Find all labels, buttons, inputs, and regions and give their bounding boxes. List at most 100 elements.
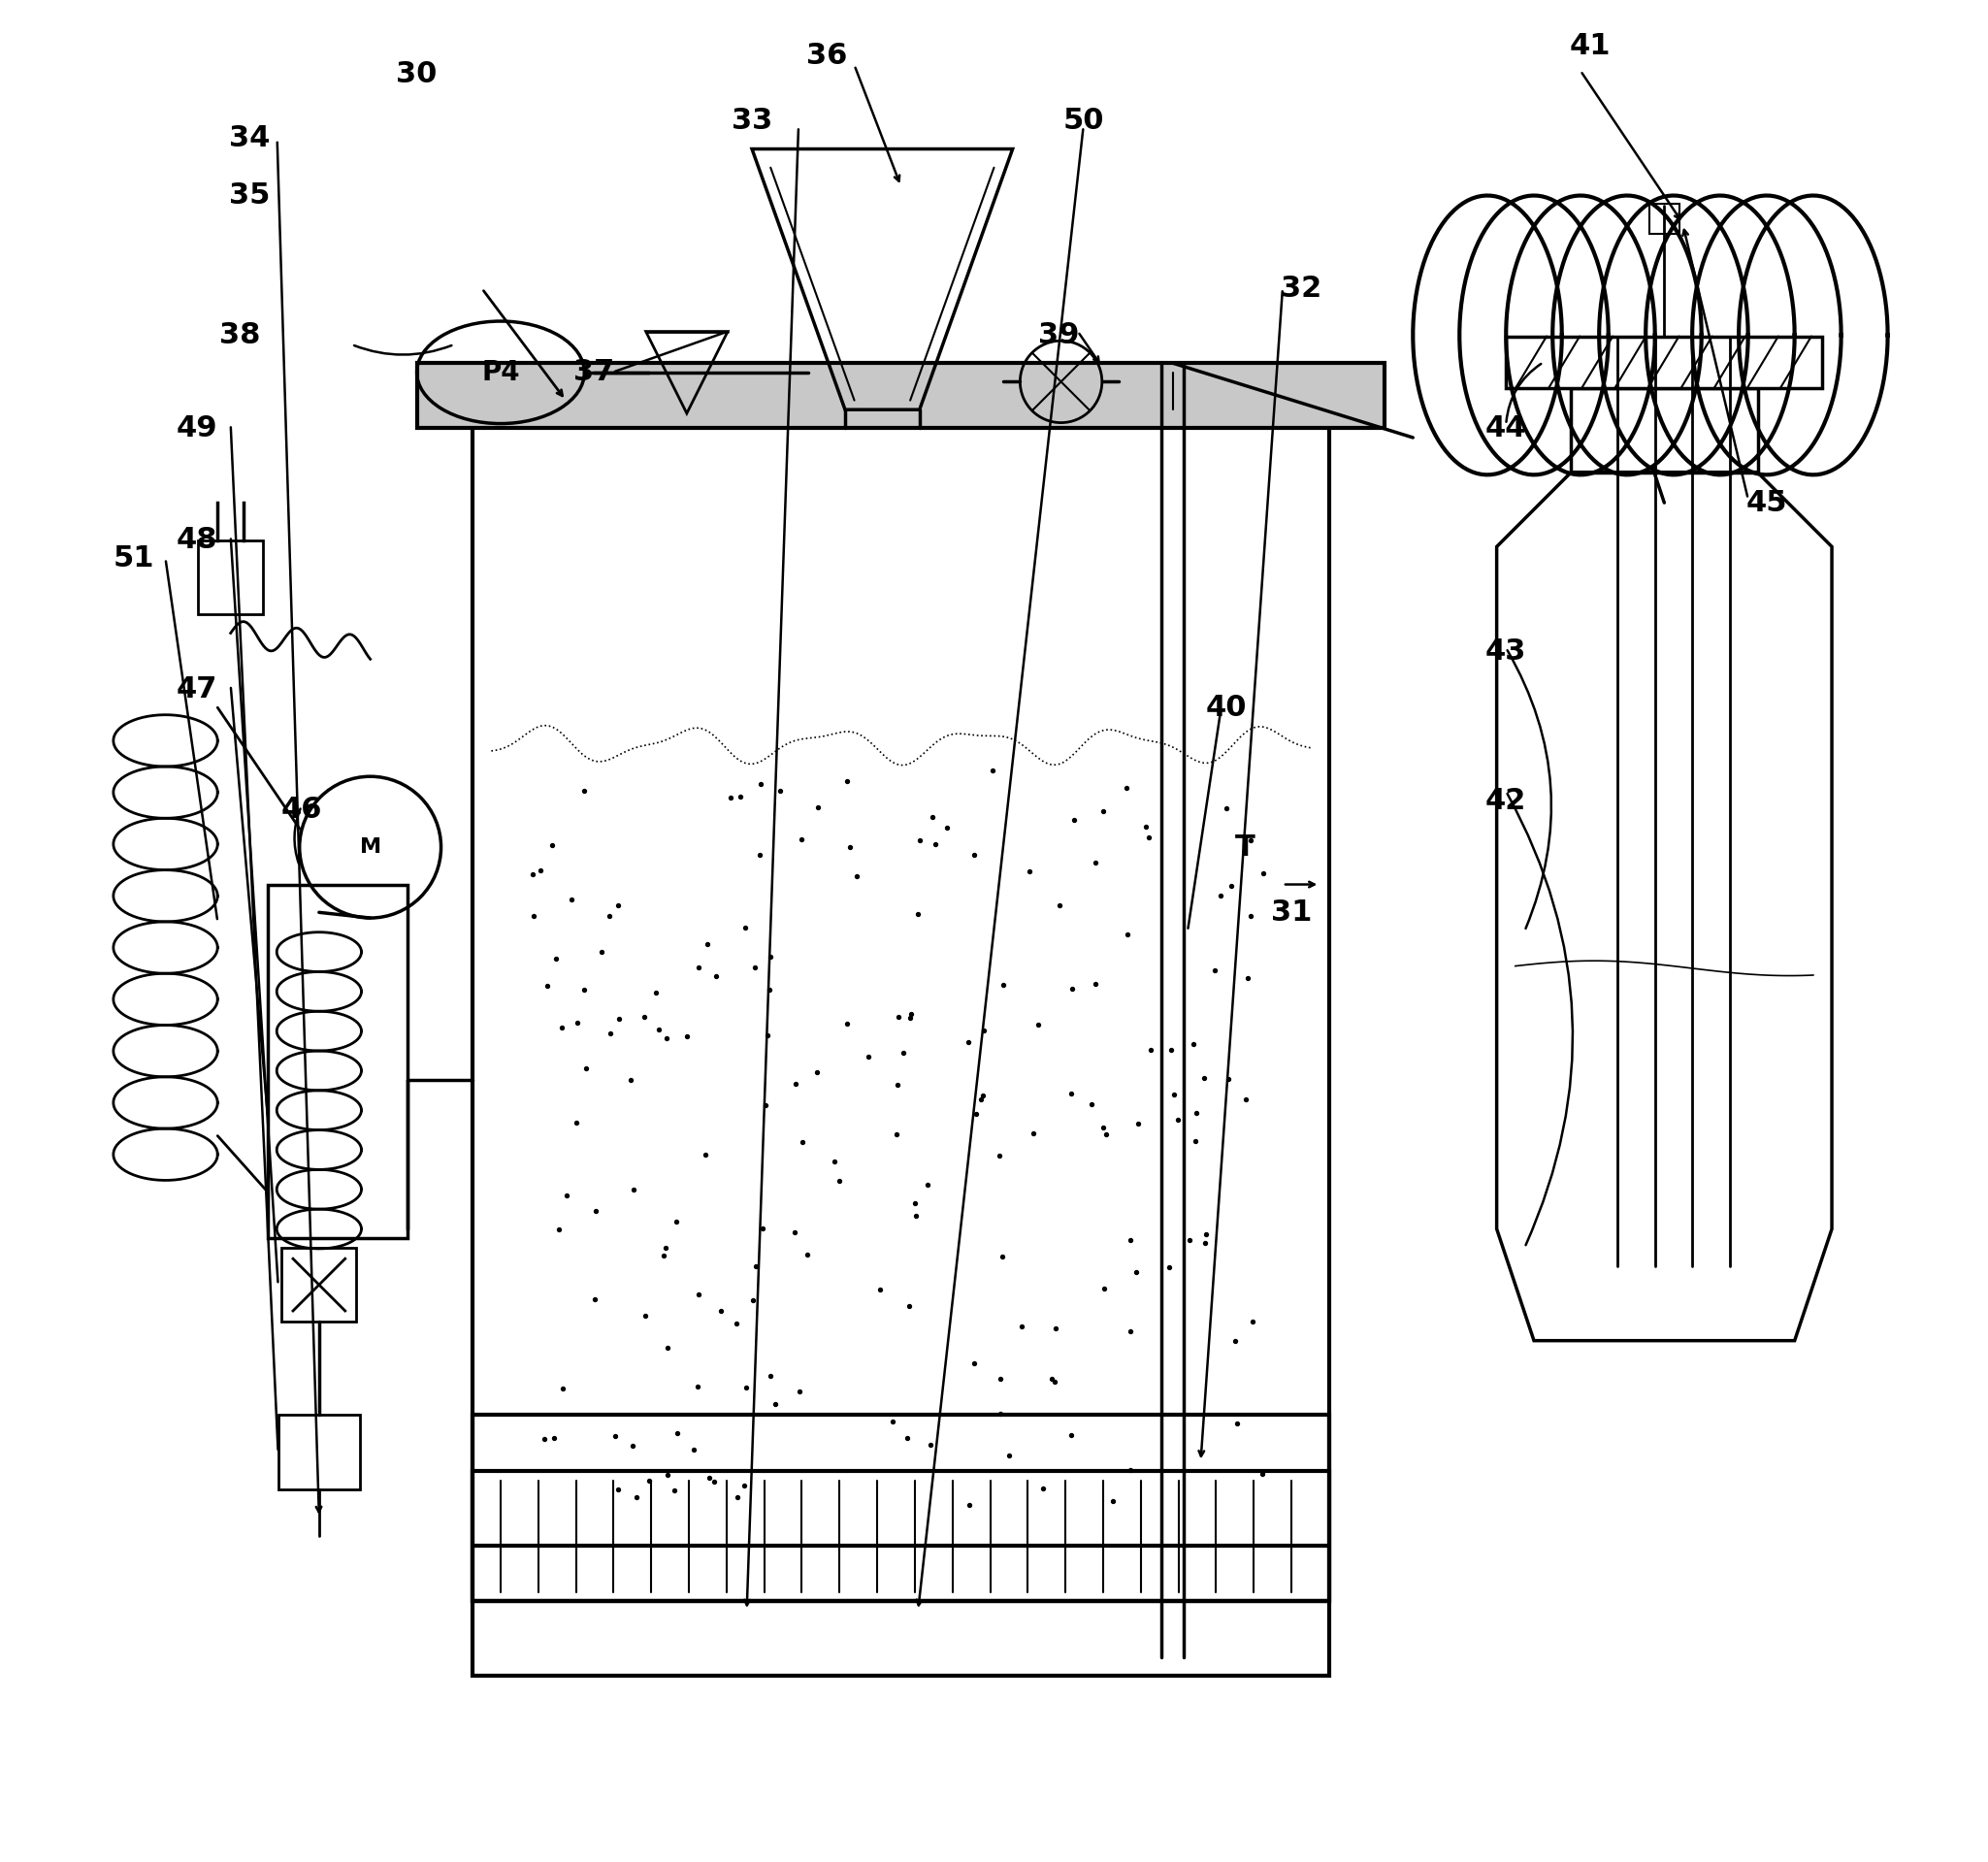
Point [1115,1316,1147,1346]
Text: P4: P4 [481,359,519,385]
Point [1179,1127,1211,1156]
Point [1155,1035,1187,1065]
Bar [1650,205,1680,235]
Text: 48: 48 [177,525,219,555]
Point [751,1020,783,1050]
Point [1089,1119,1121,1149]
Point [569,776,600,806]
Point [1153,1253,1185,1283]
Text: T: T [1235,832,1254,862]
Point [930,814,962,843]
Point [1248,858,1280,888]
Point [642,1015,674,1045]
Point [914,1430,946,1460]
Point [740,953,771,983]
Bar [417,363,1386,428]
Point [749,1091,781,1121]
Point [1189,1229,1221,1259]
Point [984,1398,1016,1428]
Point [529,1424,561,1454]
Point [628,1302,660,1331]
Point [746,769,777,799]
Point [976,756,1008,786]
Point [537,830,569,860]
Point [1056,974,1087,1004]
Point [1173,1225,1205,1255]
Point [551,1181,582,1210]
Point [652,1333,684,1363]
Point [1079,847,1111,877]
Point [1237,1307,1268,1337]
Text: M: M [360,838,382,857]
Point [640,978,672,1007]
Bar [278,1415,360,1490]
Point [730,912,761,942]
Point [912,1169,944,1199]
Point [831,767,863,797]
Point [602,890,634,920]
Point [899,1188,930,1218]
Point [730,1372,761,1402]
Point [986,1242,1018,1272]
Text: 31: 31 [1272,897,1312,927]
Point [958,840,990,870]
Point [801,1058,833,1087]
Point [984,1365,1016,1395]
Point [1211,793,1242,823]
Point [763,776,795,806]
Point [1036,1365,1068,1395]
Point [682,1372,714,1402]
Point [1233,963,1264,992]
Point [652,1460,684,1490]
Point [891,1423,922,1452]
Point [1135,1035,1167,1065]
Point [1040,1367,1072,1396]
Point [1006,1311,1038,1341]
Text: 42: 42 [1485,786,1527,816]
Point [831,1009,863,1039]
Bar [473,1471,1330,1601]
Point [692,929,724,959]
Point [984,1141,1016,1171]
Point [1221,1410,1252,1439]
Point [594,1019,626,1048]
Point [988,970,1020,1000]
Point [755,942,787,972]
Point [865,1275,897,1305]
Point [958,1348,990,1378]
Text: 41: 41 [1569,32,1610,61]
Point [602,1475,634,1504]
Point [1177,1030,1209,1059]
Text: 34: 34 [229,123,270,153]
Point [694,1464,726,1493]
Point [660,1207,692,1236]
Point [747,1214,779,1244]
Point [1022,1009,1054,1039]
Point [952,1028,984,1058]
Text: 30: 30 [396,60,437,89]
Text: 44: 44 [1485,413,1527,443]
Point [755,1361,787,1391]
Point [592,901,624,931]
Point [744,840,775,870]
Point [1028,1473,1060,1503]
Point [1044,890,1076,920]
Point [561,1007,592,1037]
Point [841,860,873,890]
Point [1235,901,1266,931]
Point [1115,1225,1147,1255]
Point [531,970,563,1000]
Point [662,1417,694,1447]
Point [1157,1080,1189,1110]
Point [569,976,600,1005]
Point [1189,1063,1221,1093]
Text: 43: 43 [1485,637,1527,667]
Point [835,832,867,862]
Point [740,1251,771,1281]
Point [648,1240,680,1270]
Point [954,1490,986,1519]
Point [700,961,732,991]
Point [801,793,833,823]
Point [650,1024,682,1054]
Point [728,1471,759,1501]
